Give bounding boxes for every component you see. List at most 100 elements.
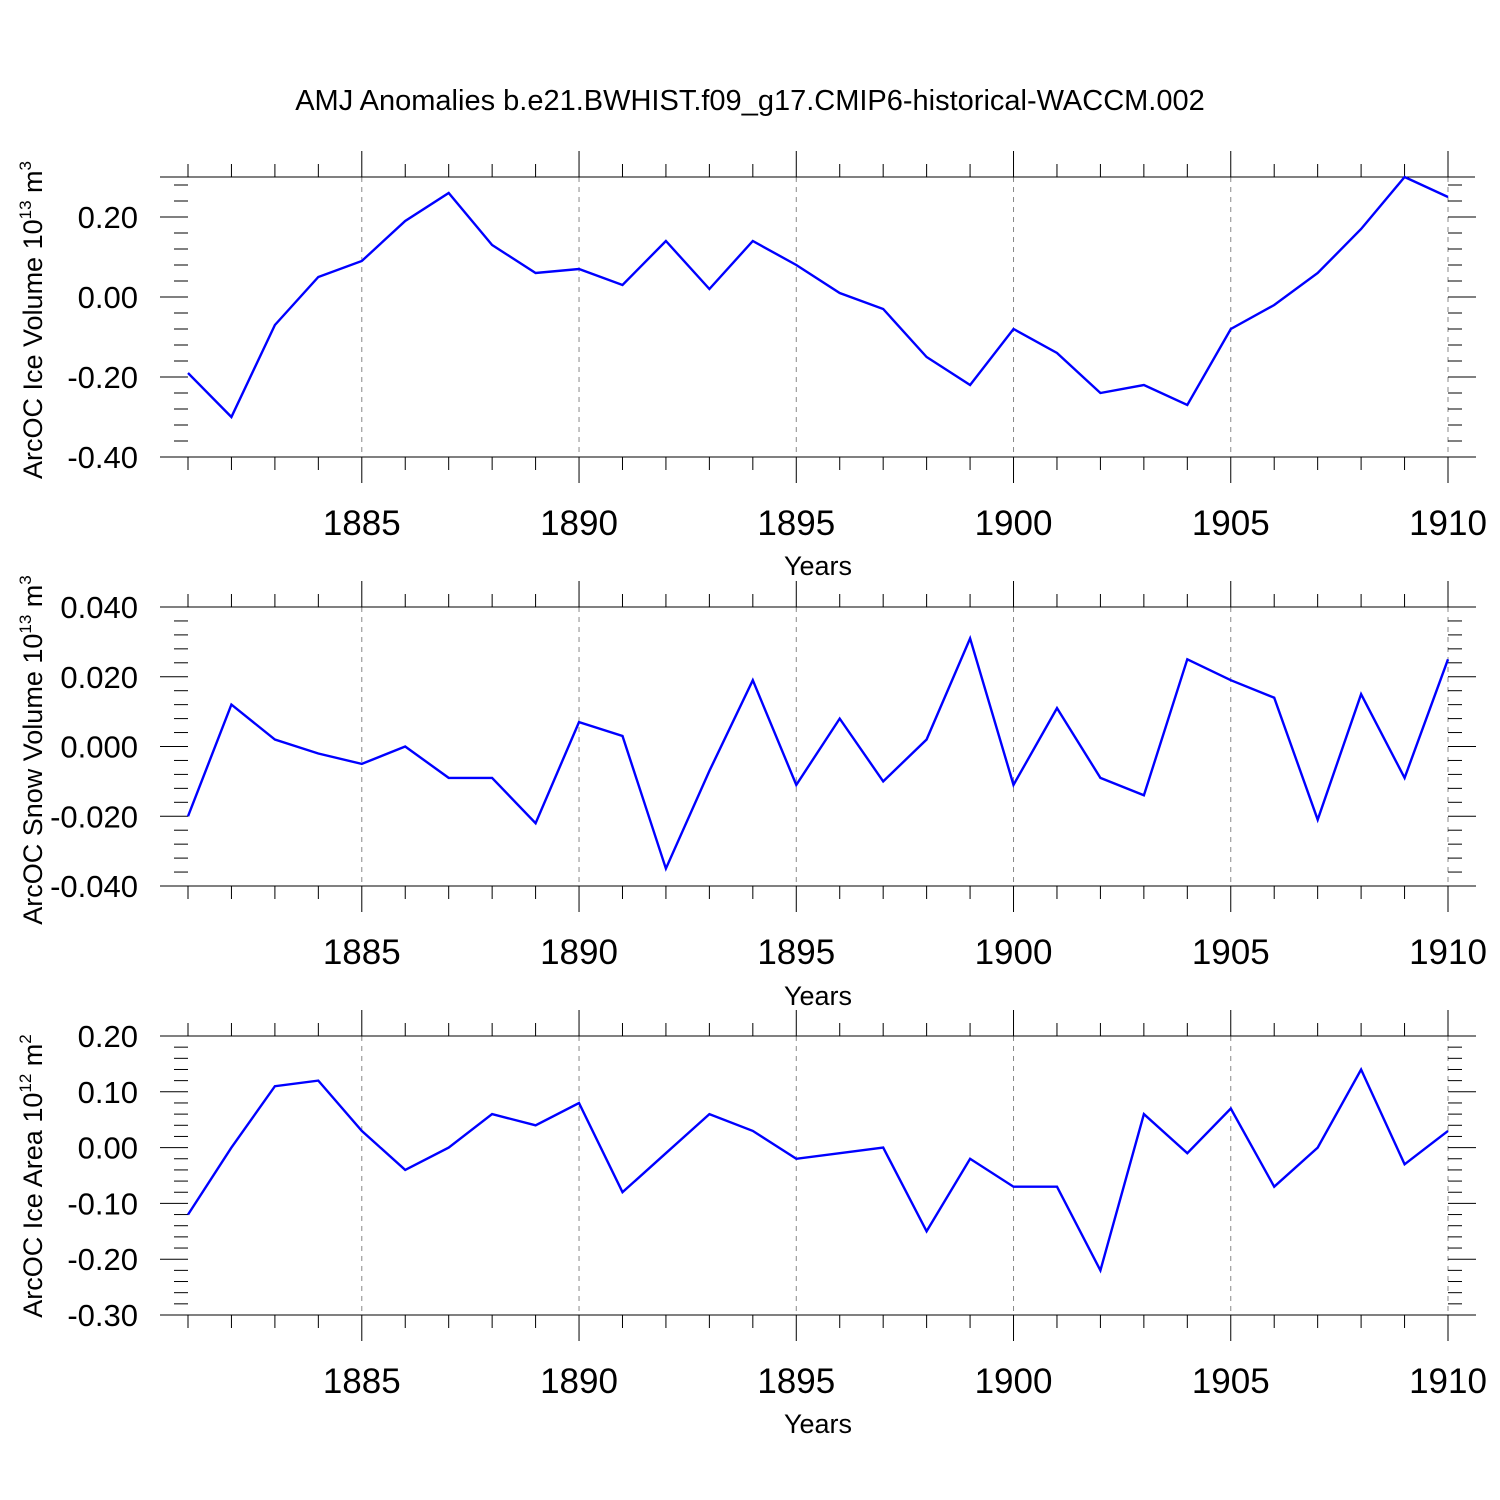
- y-tick-label: -0.020: [50, 799, 138, 834]
- data-point: [579, 1102, 580, 1103]
- data-point: [709, 1114, 710, 1115]
- y-tick-label: -0.40: [67, 440, 138, 475]
- chart-title: AMJ Anomalies b.e21.BWHIST.f09_g17.CMIP6…: [295, 85, 1205, 117]
- data-point: [274, 1086, 275, 1087]
- data-point: [1143, 1114, 1144, 1115]
- panel-1: -0.40 -0.20 0.00 0.20 1885 1890 1895 1900 1905 19…: [16, 151, 1487, 581]
- data-point: [1230, 329, 1231, 330]
- data-point: [1056, 1186, 1057, 1187]
- data-point: [709, 289, 710, 290]
- data-point: [1056, 708, 1057, 709]
- x-tick-label: 1885: [323, 504, 401, 543]
- y-tick-label: -0.20: [67, 360, 138, 395]
- data-point: [970, 1158, 971, 1159]
- data-point: [405, 221, 406, 222]
- x-tick-label: 1885: [323, 933, 401, 972]
- data-point: [796, 265, 797, 266]
- data-point: [361, 261, 362, 262]
- data-point: [535, 273, 536, 274]
- data-point: [361, 1130, 362, 1131]
- data-point: [318, 753, 319, 754]
- data-point: [665, 1153, 666, 1154]
- data-point: [1317, 1147, 1318, 1148]
- data-point: [579, 269, 580, 270]
- data-point: [1100, 777, 1101, 778]
- data-point: [1013, 329, 1014, 330]
- data-point: [1448, 1130, 1449, 1131]
- data-point: [1274, 697, 1275, 698]
- data-point: [926, 1231, 927, 1232]
- y-tick-label: 0.040: [60, 590, 138, 625]
- data-point: [1317, 273, 1318, 274]
- data-point: [188, 1214, 189, 1215]
- data-point: [405, 746, 406, 747]
- data-point: [839, 1153, 840, 1154]
- data-point: [665, 868, 666, 869]
- y-tick-label: 0.20: [78, 1019, 138, 1054]
- data-series-line: [187, 175, 1449, 420]
- data-point: [579, 722, 580, 723]
- data-point: [796, 1158, 797, 1159]
- data-point: [1274, 1186, 1275, 1187]
- y-tick-label: -0.040: [50, 869, 138, 904]
- data-series-line: [186, 634, 1450, 872]
- data-point: [1448, 659, 1449, 660]
- data-point: [361, 763, 362, 764]
- data-point: [883, 309, 884, 310]
- y-tick-label: 0.20: [78, 200, 138, 235]
- data-point: [535, 1125, 536, 1126]
- data-point: [752, 1130, 753, 1131]
- data-point: [665, 241, 666, 242]
- data-point: [318, 277, 319, 278]
- y-tick-label: 0.00: [78, 1131, 138, 1166]
- data-point: [926, 357, 927, 358]
- data-point: [1187, 659, 1188, 660]
- data-point: [1143, 795, 1144, 796]
- y-tick-label: -0.10: [67, 1186, 138, 1221]
- data-point: [1187, 1153, 1188, 1154]
- data-point: [622, 1192, 623, 1193]
- x-tick-label: 1905: [1192, 1362, 1270, 1401]
- chart-panels: -0.40 -0.20 0.00 0.20 1885 1890 1895 1900 1905 19…: [16, 151, 1487, 1439]
- panel-2: -0.040 -0.020 0.000 0.020 0.040 1885 1890 1895 1…: [16, 575, 1487, 1011]
- x-tick-label: 1900: [975, 504, 1053, 543]
- x-tick-label: 1890: [540, 933, 618, 972]
- data-point: [188, 373, 189, 374]
- x-tick-label: 1910: [1409, 1362, 1487, 1401]
- data-point: [274, 739, 275, 740]
- data-point: [1056, 353, 1057, 354]
- y-tick-label: 0.020: [60, 660, 138, 695]
- x-tick-label: 1910: [1409, 933, 1487, 972]
- data-point: [796, 784, 797, 785]
- x-axis-label: Years: [784, 551, 852, 581]
- data-point: [883, 781, 884, 782]
- y-axis-label: ArcOC Ice Volume 1013 m3: [16, 161, 48, 479]
- data-point: [492, 245, 493, 246]
- data-point: [535, 823, 536, 824]
- data-point: [752, 241, 753, 242]
- x-tick-label: 1895: [757, 1362, 835, 1401]
- data-point: [1361, 1069, 1362, 1070]
- x-axis-label: Years: [784, 981, 852, 1011]
- y-tick-label: 0.00: [78, 280, 138, 315]
- data-point: [1361, 229, 1362, 230]
- data-point: [1317, 819, 1318, 820]
- data-point: [318, 1080, 319, 1081]
- data-point: [883, 1147, 884, 1148]
- data-point: [1404, 777, 1405, 778]
- data-point: [1274, 305, 1275, 306]
- data-point: [970, 385, 971, 386]
- data-point: [1187, 405, 1188, 406]
- data-point: [970, 638, 971, 639]
- data-point: [1013, 1186, 1014, 1187]
- data-point: [1448, 197, 1449, 198]
- data-point: [448, 777, 449, 778]
- panel-3: -0.30 -0.20 -0.10 0.00 0.10 0.20 1885 1890 1895 1…: [16, 1010, 1487, 1439]
- data-point: [1100, 393, 1101, 394]
- x-tick-label: 1905: [1192, 933, 1270, 972]
- y-tick-label: 0.000: [60, 730, 138, 765]
- y-tick-label: -0.30: [67, 1298, 138, 1333]
- data-point: [839, 718, 840, 719]
- data-point: [752, 680, 753, 681]
